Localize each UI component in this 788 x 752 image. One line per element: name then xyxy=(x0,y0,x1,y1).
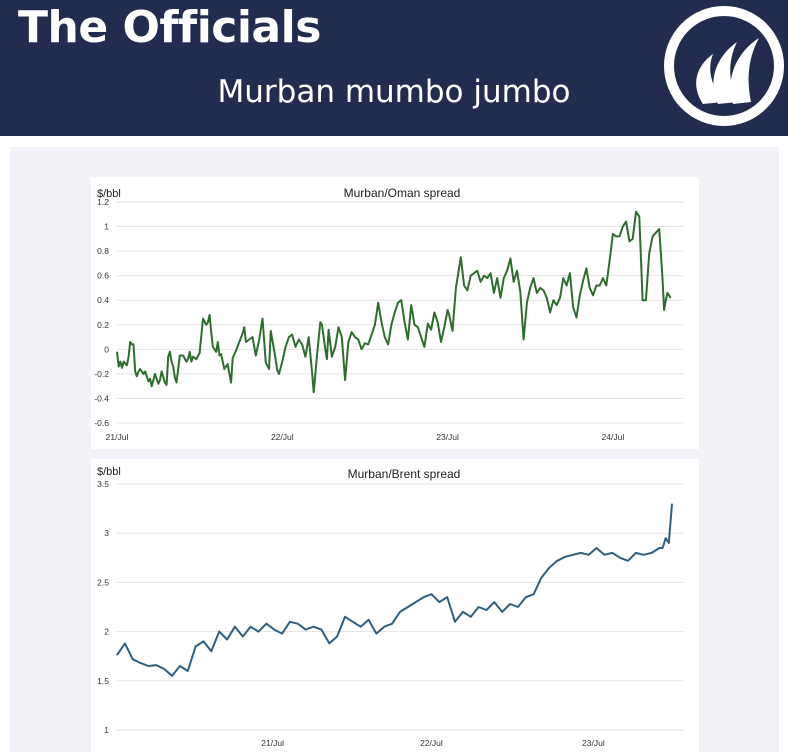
y-tick-label: 1.2 xyxy=(97,197,109,207)
y-tick-label: 1.5 xyxy=(97,676,109,686)
y-unit-label: $/bbl xyxy=(97,466,121,478)
x-tick-label: 24/Jul xyxy=(602,432,625,442)
page-subtitle: Murban mumbo jumbo xyxy=(217,74,571,110)
x-tick-label: 22/Jul xyxy=(271,432,294,442)
y-tick-label: 0 xyxy=(104,344,109,354)
header-banner: The Officials Murban mumbo jumbo xyxy=(0,0,788,136)
y-tick-label: 0.6 xyxy=(97,271,109,281)
chart-title: Murban/Oman spread xyxy=(344,186,461,200)
x-tick-label: 22/Jul xyxy=(420,738,443,748)
x-tick-label: 23/Jul xyxy=(436,432,459,442)
y-tick-label: 0.4 xyxy=(97,295,109,305)
y-tick-label: 3.5 xyxy=(97,479,109,489)
x-tick-label: 23/Jul xyxy=(582,738,605,748)
chart-murban-oman: Murban/Oman spread $/bbl 1.2 1 0.8 0.6 0.4 0.2 0… xyxy=(91,177,699,449)
y-tick-label: 2.5 xyxy=(97,577,109,587)
y-tick-label: 3 xyxy=(104,528,109,538)
y-tick-label: -0.6 xyxy=(94,418,109,428)
series-line xyxy=(116,503,673,677)
chart-title: Murban/Brent spread xyxy=(348,467,461,481)
flame-logo-icon xyxy=(664,6,784,126)
y-tick-label: 0.8 xyxy=(97,246,109,256)
y-tick-label: 1 xyxy=(104,222,109,232)
y-tick-label: 1 xyxy=(104,725,109,735)
y-tick-label: 0.2 xyxy=(97,320,109,330)
y-tick-label: -0.4 xyxy=(94,393,109,403)
x-tick-label: 21/Jul xyxy=(106,432,129,442)
y-unit-label: $/bbl xyxy=(97,188,121,200)
series-line xyxy=(116,210,672,394)
y-tick-label: -0.2 xyxy=(94,369,109,379)
chart-murban-brent: Murban/Brent spread $/bbl 3.5 3 2.5 2 1.5 1 21/J… xyxy=(91,459,699,752)
brand-title: The Officials xyxy=(18,2,321,53)
x-tick-label: 21/Jul xyxy=(261,738,284,748)
y-tick-label: 2 xyxy=(104,627,109,637)
